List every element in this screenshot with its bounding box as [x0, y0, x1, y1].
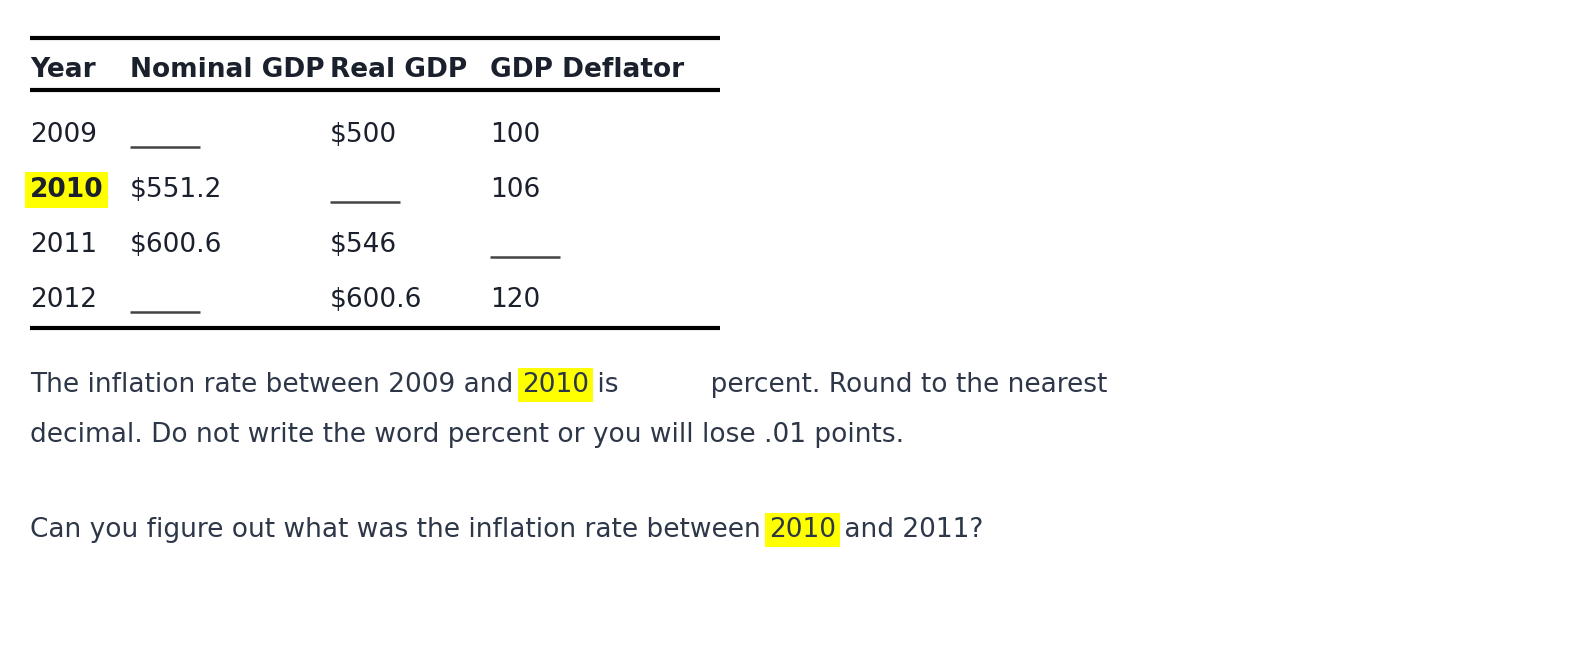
- Text: 120: 120: [491, 287, 540, 313]
- Text: 2009: 2009: [30, 122, 98, 148]
- Text: decimal. Do not write the word percent or you will lose .01 points.: decimal. Do not write the word percent o…: [30, 422, 904, 448]
- Text: $500: $500: [330, 122, 396, 148]
- Text: Nominal GDP: Nominal GDP: [131, 57, 324, 83]
- Text: 2011: 2011: [30, 232, 98, 258]
- Text: is           percent. Round to the nearest: is percent. Round to the nearest: [588, 372, 1107, 398]
- Text: The inflation rate between 2009 and: The inflation rate between 2009 and: [30, 372, 522, 398]
- Text: 2010: 2010: [769, 517, 837, 543]
- Text: GDP Deflator: GDP Deflator: [491, 57, 684, 83]
- Text: 2012: 2012: [30, 287, 98, 313]
- Text: $600.6: $600.6: [131, 232, 222, 258]
- Text: $551.2: $551.2: [131, 177, 222, 203]
- Text: Year: Year: [30, 57, 96, 83]
- Text: 2010: 2010: [522, 372, 588, 398]
- Text: Real GDP: Real GDP: [330, 57, 467, 83]
- Text: and 2011?: and 2011?: [837, 517, 983, 543]
- Text: Can you figure out what was the inflation rate between: Can you figure out what was the inflatio…: [30, 517, 769, 543]
- Text: 100: 100: [491, 122, 540, 148]
- Text: $600.6: $600.6: [330, 287, 423, 313]
- Text: 106: 106: [491, 177, 540, 203]
- Text: $546: $546: [330, 232, 396, 258]
- Text: 2010: 2010: [30, 177, 104, 203]
